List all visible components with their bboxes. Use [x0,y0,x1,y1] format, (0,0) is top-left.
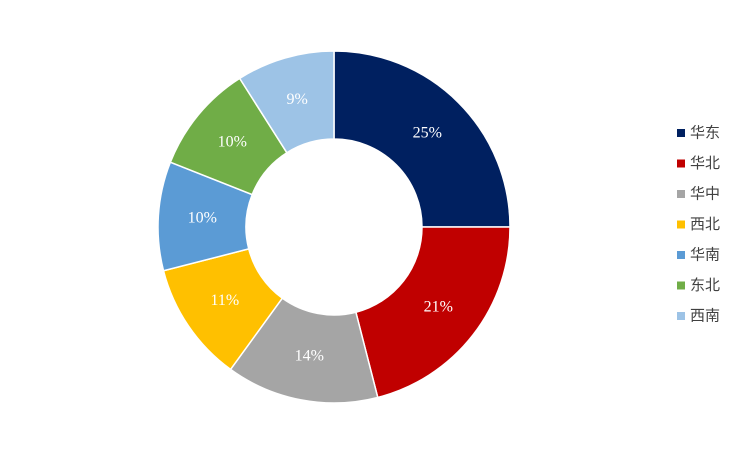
legend-label: 东北 [690,276,720,294]
legend-swatch [677,159,685,168]
legend-label: 华南 [690,246,720,264]
slice [354,226,511,399]
legend-label: 华中 [690,185,720,203]
slice [238,50,335,154]
legend-swatch [677,251,685,259]
legend-swatch [677,129,685,137]
legend-label: 西北 [690,215,720,233]
legend-swatch [677,220,685,229]
legend-label: 西南 [690,307,720,325]
data-label: 14% [295,347,324,364]
legend-label: 华东 [690,124,720,142]
slice [229,297,379,404]
data-label: 10% [218,134,247,151]
legend-swatch [677,281,685,290]
data-label: 25% [413,124,442,141]
data-label: 10% [188,209,217,226]
legend-swatch [677,312,685,320]
data-label: 9% [287,91,308,108]
slice [333,50,511,228]
legend-label: 华北 [690,154,720,172]
legend-swatch [677,190,685,198]
data-label: 21% [424,299,453,316]
data-label: 11% [210,292,239,309]
